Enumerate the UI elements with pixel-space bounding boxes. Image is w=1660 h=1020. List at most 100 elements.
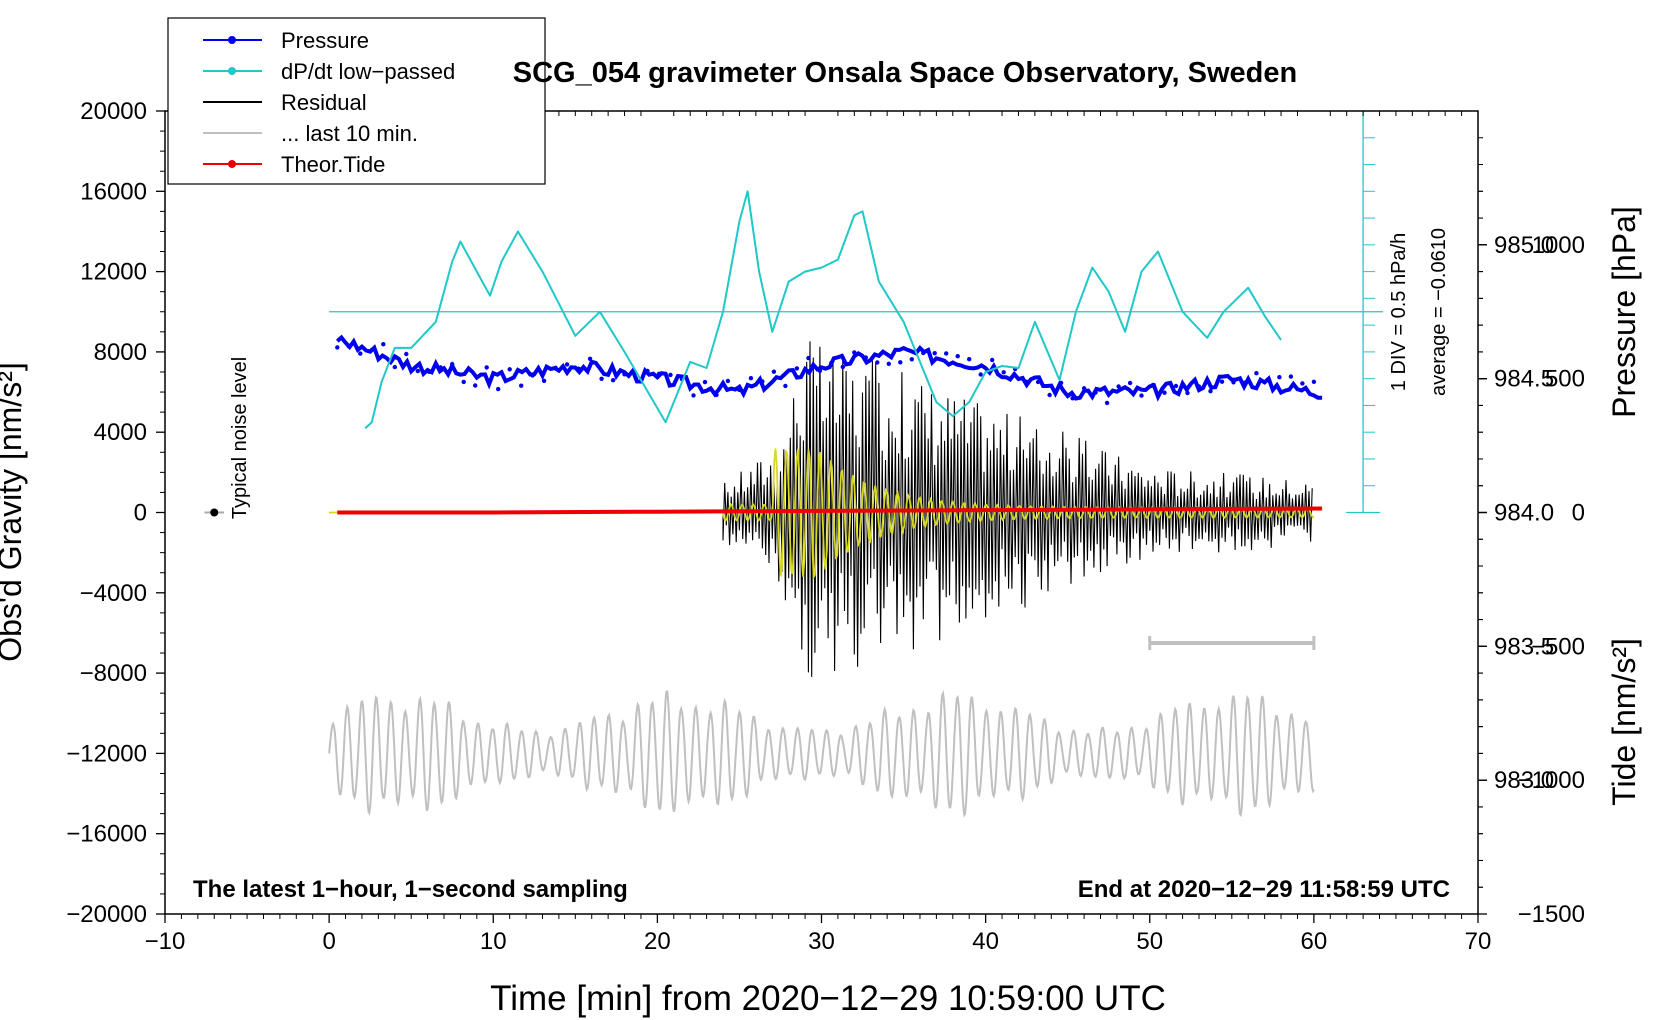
legend-label: ... last 10 min. [281, 121, 418, 146]
pressure-point [691, 393, 696, 398]
y-tick-label: −16000 [66, 821, 147, 848]
pressure-point [1116, 384, 1121, 389]
pressure-point [484, 365, 489, 370]
pressure-point [587, 356, 593, 361]
x-tick-label: 50 [1136, 928, 1163, 955]
tide-tick-label: 0 [1572, 500, 1585, 527]
noise-level-label: Typical noise level [229, 357, 251, 519]
pressure-point [438, 365, 443, 370]
pressure-point [381, 342, 386, 347]
x-tick-label: −10 [145, 928, 186, 955]
dpdt-trace [364, 190, 1282, 429]
pressure-point [1185, 390, 1190, 396]
y-tick-label: −20000 [66, 901, 147, 928]
pressure-point [1254, 371, 1259, 376]
pressure-point [1300, 381, 1305, 386]
pressure-point [1070, 396, 1075, 401]
pressure-tick-label: 983.5 [1494, 633, 1554, 660]
pressure-point [553, 365, 558, 370]
pressure-point [725, 378, 731, 384]
pressure-tick-label: 984.0 [1494, 500, 1554, 527]
pressure-point [1277, 375, 1282, 380]
pressure-axis-label: Pressure [hPa] [1606, 206, 1642, 418]
pressure-point [404, 351, 409, 357]
pressure-point [806, 355, 811, 361]
pressure-point [461, 379, 466, 385]
pressure-point [346, 344, 351, 349]
pressure-tick-label: 984.5 [1494, 366, 1554, 393]
pressure-point [932, 351, 937, 356]
pressure-point [714, 392, 719, 398]
pressure-trace [335, 334, 1323, 402]
pressure-point [990, 357, 995, 363]
pressure-point [829, 360, 834, 366]
pressure-point [473, 383, 478, 388]
pressure-point [1001, 370, 1006, 375]
pressure-point [1127, 380, 1133, 386]
pressure-point [1231, 380, 1236, 385]
pressure-point [817, 368, 823, 373]
pressure-point [771, 369, 777, 374]
noise-level-point [210, 508, 219, 517]
pressure-point [1081, 386, 1087, 391]
pressure-point [1219, 379, 1225, 384]
pressure-point [496, 386, 501, 392]
pressure-point [978, 372, 983, 377]
pressure-point [875, 360, 880, 365]
pressure-point [530, 373, 535, 378]
x-tick-label: 60 [1301, 928, 1328, 955]
pressure-point [1208, 389, 1213, 394]
chart-title: SCG_054 gravimeter Onsala Space Observat… [513, 57, 1297, 89]
pressure-point [1162, 390, 1167, 395]
dpdt-scale-label: 1 DIV = 0.5 hPa/h [1388, 233, 1410, 391]
pressure-point [1311, 379, 1317, 384]
y-tick-label: −4000 [80, 580, 147, 607]
pressure-point [392, 364, 397, 370]
pressure-point [783, 383, 788, 389]
pressure-point [955, 354, 960, 359]
y-tick-label: 20000 [80, 98, 147, 125]
pressure-point [1024, 379, 1029, 384]
pressure-point [415, 368, 420, 374]
pressure-point [1196, 384, 1202, 389]
pressure-point [358, 351, 363, 356]
pressure-point [507, 367, 512, 372]
pressure-point [886, 361, 891, 366]
legend-marker [228, 36, 236, 44]
footer-right: End at 2020−12−29 11:58:59 UTC [1078, 876, 1450, 903]
pressure-point [840, 364, 845, 370]
pressure-point [1093, 390, 1098, 395]
legend-marker [228, 67, 236, 75]
tide-tick-label: −500 [1531, 633, 1585, 660]
pressure-point [668, 372, 673, 378]
pressure-point [702, 379, 708, 385]
residual-trace [329, 341, 1313, 677]
y-tick-label: 0 [134, 500, 147, 527]
y-tick-label: 8000 [94, 339, 147, 366]
tide-tick-label: −1000 [1518, 767, 1585, 794]
y-axis-label: Obs'd Gravity [nm/s²] [0, 362, 28, 662]
pressure-point [1242, 380, 1248, 385]
legend-label: Residual [281, 90, 367, 115]
pressure-point [1150, 382, 1156, 388]
x-tick-label: 10 [480, 928, 507, 955]
tide-trace [337, 506, 1323, 515]
pressure-point [645, 368, 650, 374]
legend-marker [228, 160, 236, 168]
pressure-point [909, 357, 914, 362]
pressure-point [760, 379, 765, 384]
pressure-point [541, 378, 547, 383]
pressure-point [610, 378, 616, 383]
x-tick-label: 70 [1465, 928, 1492, 955]
pressure-point [1035, 379, 1041, 385]
y-tick-label: 4000 [94, 419, 147, 446]
tide-tick-label: 1000 [1532, 232, 1585, 259]
pressure-point [1058, 380, 1064, 386]
pressure-point [1265, 377, 1271, 383]
y-tick-label: −12000 [66, 740, 147, 767]
dpdt-average-label: average = −0.0610 [1428, 228, 1450, 396]
pressure-point [794, 366, 800, 371]
pressure-point [576, 366, 581, 371]
pressure-point [427, 369, 432, 374]
y-tick-label: 12000 [80, 259, 147, 286]
